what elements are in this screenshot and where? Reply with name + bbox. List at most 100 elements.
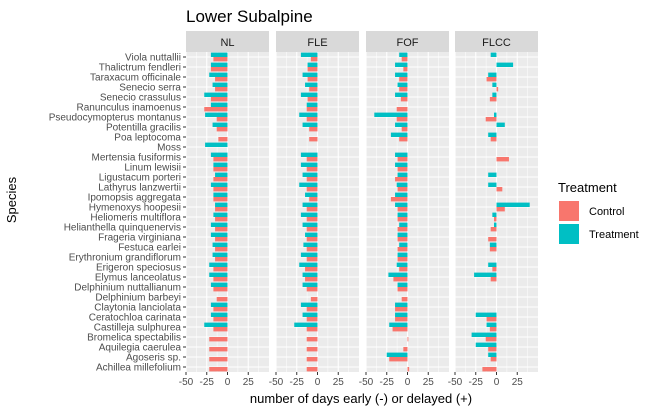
- bar-treatment: [300, 152, 318, 157]
- legend-label-control: Control: [589, 206, 624, 218]
- bar-control: [209, 367, 228, 372]
- bar-control: [306, 187, 318, 192]
- bar-control: [213, 187, 228, 192]
- bar-control: [389, 357, 408, 362]
- bar-treatment: [399, 222, 408, 227]
- bar-treatment: [294, 322, 318, 327]
- bar-control: [306, 327, 318, 332]
- bar-control: [482, 367, 497, 372]
- bar-control: [210, 67, 228, 72]
- bar-control: [490, 277, 497, 282]
- bar-treatment: [397, 212, 408, 217]
- bar-control: [306, 217, 318, 222]
- bar-control: [209, 337, 228, 342]
- bar-control: [213, 167, 228, 172]
- bar-control: [210, 97, 228, 102]
- y-tick-label: Hymenoxys hoopesii: [89, 203, 181, 214]
- bar-treatment: [213, 212, 228, 217]
- bar-treatment: [488, 132, 497, 137]
- bar-treatment: [300, 92, 318, 97]
- bar-treatment: [395, 92, 408, 97]
- bar-control: [485, 337, 497, 342]
- y-tick-label: Linum lewisii: [124, 163, 181, 174]
- bar-treatment: [300, 302, 318, 307]
- bar-control: [496, 207, 505, 212]
- bar-control: [407, 337, 409, 342]
- bar-treatment: [471, 332, 497, 337]
- bar-control: [496, 87, 499, 92]
- bar-treatment: [397, 172, 408, 177]
- bar-control: [307, 97, 318, 102]
- x-tick-label: 0: [405, 377, 411, 388]
- bar-control: [309, 197, 318, 202]
- bar-control: [393, 277, 408, 282]
- bar-control: [218, 137, 228, 142]
- bar-treatment: [395, 62, 408, 67]
- y-tick-label: Erigeron speciosus: [96, 263, 181, 274]
- bar-control: [397, 207, 408, 212]
- bar-treatment: [395, 192, 408, 197]
- legend-label-treatment: Treatment: [589, 229, 639, 241]
- bar-control: [399, 267, 408, 272]
- bar-treatment: [210, 152, 228, 157]
- bar-control: [490, 137, 497, 142]
- bar-control: [306, 167, 318, 172]
- bar-control: [215, 257, 228, 262]
- bar-treatment: [397, 232, 408, 237]
- facet-strip-label: FLCC: [482, 37, 511, 49]
- y-tick-label: Ranunculus inamoenus: [76, 103, 181, 114]
- bar-treatment: [399, 52, 408, 57]
- bar-control: [397, 257, 408, 262]
- bar-treatment: [374, 112, 408, 117]
- bar-treatment: [302, 222, 318, 227]
- bar-treatment: [215, 172, 228, 177]
- bar-control: [215, 87, 228, 92]
- bar-control: [306, 367, 318, 372]
- bar-treatment: [209, 272, 228, 277]
- x-tick-label: 0: [315, 377, 321, 388]
- bar-control: [213, 327, 228, 332]
- facet-strip: [186, 31, 269, 52]
- bar-treatment: [300, 212, 318, 217]
- x-tick-label: 25: [333, 377, 345, 388]
- bar-control: [306, 287, 318, 292]
- bar-treatment: [212, 82, 228, 87]
- bar-treatment: [299, 262, 318, 267]
- bar-control: [397, 167, 408, 172]
- bar-treatment: [205, 112, 228, 117]
- bar-treatment: [395, 72, 408, 77]
- bar-treatment: [397, 82, 408, 87]
- y-tick-label: Claytonia lanciolata: [94, 303, 181, 314]
- bar-treatment: [212, 252, 228, 257]
- bar-treatment: [388, 272, 408, 277]
- y-tick-label: Ligustacum porteri: [99, 173, 181, 184]
- bar-control: [306, 227, 318, 232]
- bar-treatment: [489, 242, 497, 247]
- bar-treatment: [299, 182, 318, 187]
- bar-treatment: [396, 262, 408, 267]
- bar-treatment: [475, 342, 497, 347]
- y-tick-label: Taraxacum officinale: [90, 73, 181, 84]
- bar-treatment: [494, 112, 497, 117]
- bar-treatment: [210, 52, 228, 57]
- bar-treatment: [492, 92, 497, 97]
- y-tick-label: Ipomopsis aggregata: [88, 193, 182, 204]
- bar-control: [215, 217, 228, 222]
- facet-panels: NL -50 -25 0 25 FLE -50 -25 0 25 FOF -50 -25 0 25 FLCC -…: [179, 31, 538, 388]
- bar-control: [305, 277, 318, 282]
- bar-control: [215, 207, 228, 212]
- x-tick-label: 0: [225, 377, 231, 388]
- bar-control: [399, 87, 408, 92]
- bar-control: [306, 317, 318, 322]
- y-tick-label: Aquilegia caerulea: [99, 343, 182, 354]
- bar-control: [204, 107, 228, 112]
- bar-control: [392, 327, 408, 332]
- bar-treatment: [496, 122, 505, 127]
- bar-treatment: [210, 232, 228, 237]
- y-tick-label: Moss: [157, 143, 181, 154]
- bar-control: [306, 247, 318, 252]
- bar-treatment: [488, 172, 497, 177]
- y-tick-label: Festuca earlei: [118, 243, 181, 254]
- bar-control: [310, 57, 318, 62]
